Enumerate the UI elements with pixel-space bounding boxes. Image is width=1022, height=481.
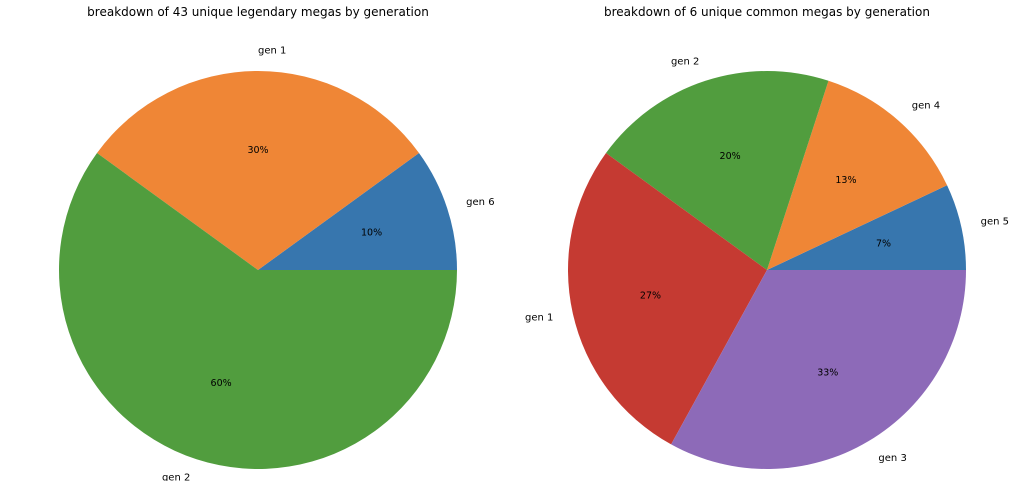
common-megas-pie-chart: breakdown of 6 unique common megas by ge… — [525, 5, 1009, 469]
legendary-slices — [58, 70, 458, 470]
common-pct-gen-2: 20% — [720, 151, 741, 162]
legendary-slice-gen-1 — [97, 70, 419, 270]
common-slice-gen-5 — [767, 185, 966, 270]
common-label-gen-5: gen 5 — [981, 217, 1009, 228]
legendary-megas-pie-chart: breakdown of 43 unique legendary megas b… — [58, 5, 495, 481]
common-slice-gen-1 — [568, 153, 767, 445]
legendary-label-gen-6: gen 6 — [466, 197, 494, 208]
common-chart-title: breakdown of 6 unique common megas by ge… — [604, 5, 930, 19]
common-slice-gen-4 — [767, 80, 948, 271]
common-pct-gen-4: 13% — [835, 175, 856, 186]
legendary-pct-gen-1: 30% — [247, 145, 268, 156]
common-label-gen-4: gen 4 — [912, 100, 940, 111]
common-label-gen-3: gen 3 — [878, 453, 906, 464]
common-slices — [568, 70, 966, 469]
common-pct-gen-1: 27% — [640, 291, 661, 302]
common-slice-gen-3 — [671, 270, 966, 469]
common-label-gen-2: gen 2 — [671, 56, 699, 67]
legendary-slice-gen-2 — [58, 153, 458, 470]
legendary-pct-gen-2: 60% — [211, 378, 232, 389]
legendary-label-gen-2: gen 2 — [162, 473, 190, 481]
legendary-labels: gen 6 10% gen 1 30% gen 2 60% — [162, 46, 495, 481]
legendary-pct-gen-6: 10% — [361, 228, 382, 239]
common-label-gen-1: gen 1 — [525, 312, 553, 323]
legendary-label-gen-1: gen 1 — [258, 46, 286, 57]
common-pct-gen-3: 33% — [817, 367, 838, 378]
common-pct-gen-5: 7% — [876, 238, 891, 249]
legendary-slice-gen-6 — [258, 153, 457, 270]
common-slice-gen-2 — [606, 70, 829, 270]
legendary-chart-title: breakdown of 43 unique legendary megas b… — [87, 5, 429, 19]
common-labels: gen 5 7% gen 4 13% gen 2 20% gen 1 27% gen 3 33% — [525, 56, 1009, 464]
